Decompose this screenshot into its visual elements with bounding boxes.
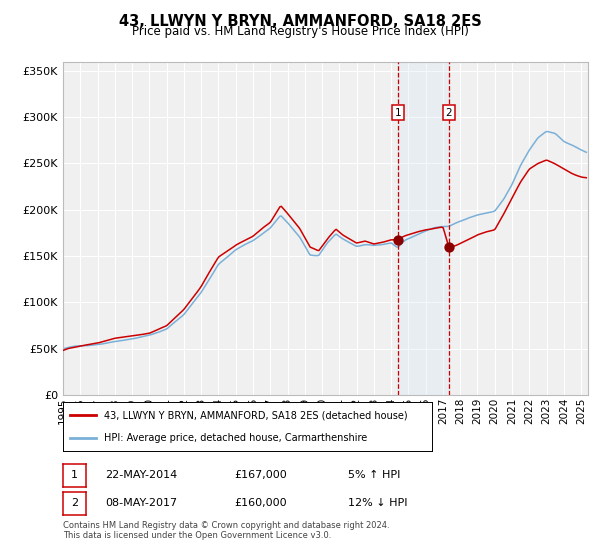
- Text: HPI: Average price, detached house, Carmarthenshire: HPI: Average price, detached house, Carm…: [104, 433, 367, 444]
- Text: 22-MAY-2014: 22-MAY-2014: [105, 470, 177, 480]
- Text: 43, LLWYN Y BRYN, AMMANFORD, SA18 2ES: 43, LLWYN Y BRYN, AMMANFORD, SA18 2ES: [119, 14, 481, 29]
- Point: [393, 236, 403, 245]
- Bar: [398, 62, 449, 395]
- Text: £167,000: £167,000: [234, 470, 287, 480]
- Text: 1: 1: [71, 470, 78, 480]
- Text: 2: 2: [446, 108, 452, 118]
- Text: 12% ↓ HPI: 12% ↓ HPI: [348, 498, 407, 508]
- Text: £160,000: £160,000: [234, 498, 287, 508]
- Text: 2: 2: [71, 498, 78, 508]
- Text: 1: 1: [394, 108, 401, 118]
- Text: 43, LLWYN Y BRYN, AMMANFORD, SA18 2ES (detached house): 43, LLWYN Y BRYN, AMMANFORD, SA18 2ES (d…: [104, 410, 407, 421]
- Text: 08-MAY-2017: 08-MAY-2017: [105, 498, 177, 508]
- Text: Contains HM Land Registry data © Crown copyright and database right 2024.
This d: Contains HM Land Registry data © Crown c…: [63, 521, 389, 540]
- Text: Price paid vs. HM Land Registry's House Price Index (HPI): Price paid vs. HM Land Registry's House …: [131, 25, 469, 38]
- Point: [444, 242, 454, 251]
- Text: 5% ↑ HPI: 5% ↑ HPI: [348, 470, 400, 480]
